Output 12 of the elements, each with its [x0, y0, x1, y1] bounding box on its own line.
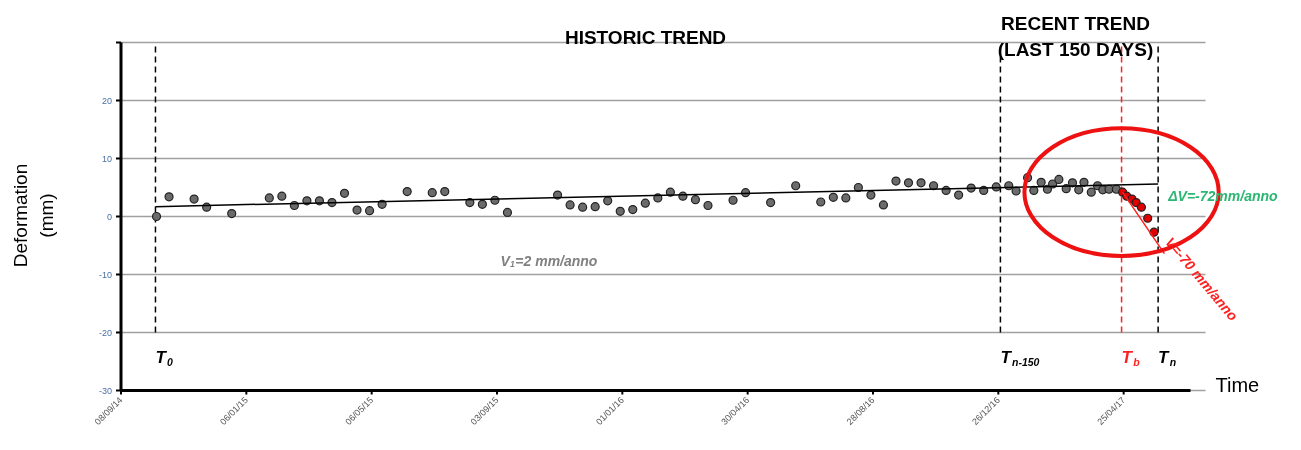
y-tick-label: 0: [106, 211, 113, 222]
y-tick-label: 10: [101, 153, 112, 164]
annotation: RECENT TREND (LAST 150 DAYS): [997, 13, 1154, 60]
annotation: HISTORIC TREND: [564, 27, 727, 48]
y-tick-label: -10: [98, 269, 113, 280]
y-tick-label: -20: [98, 327, 113, 338]
x-axis-title: Time: [1215, 373, 1260, 396]
y-axis-title: Deformation (mm): [10, 163, 57, 268]
point: [1136, 202, 1147, 212]
y-tick-label: -30: [98, 385, 113, 396]
point: [1143, 213, 1153, 223]
y-tick-label: 20: [101, 95, 112, 106]
